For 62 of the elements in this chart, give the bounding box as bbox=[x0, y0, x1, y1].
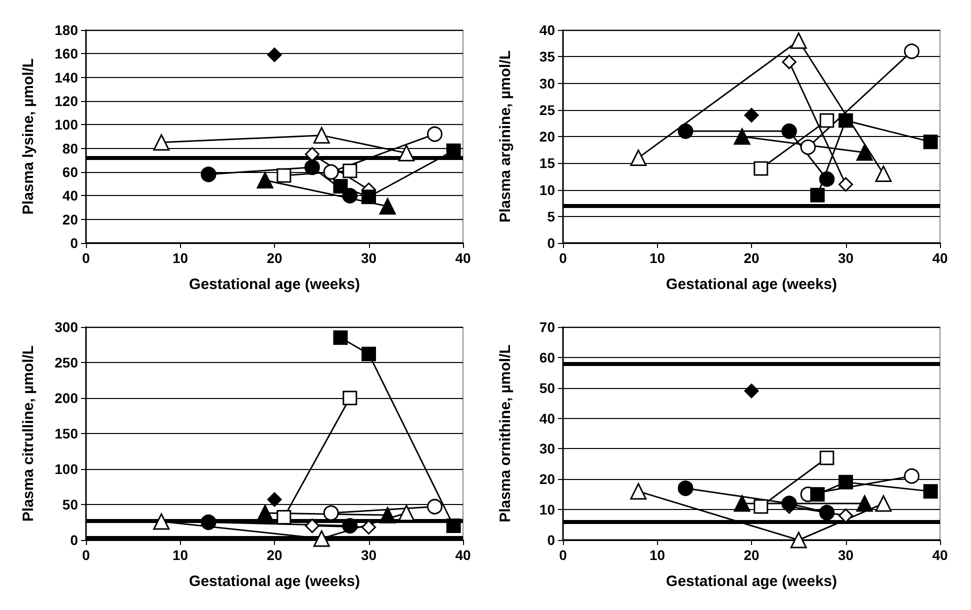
y-tick-label: 70 bbox=[539, 319, 556, 335]
y-tick-label: 200 bbox=[54, 390, 78, 406]
y-tick-label: 60 bbox=[539, 349, 556, 366]
y-tick-label: 0 bbox=[547, 235, 556, 251]
x-tick-label: 30 bbox=[360, 250, 377, 266]
y-tick-label: 30 bbox=[539, 75, 556, 92]
y-axis-title: Plasma arginine, µmol/L bbox=[497, 50, 514, 223]
y-tick-label: 35 bbox=[539, 48, 556, 65]
x-tick-label: 10 bbox=[649, 547, 666, 563]
x-tick-label: 10 bbox=[649, 250, 666, 266]
y-tick-label: 100 bbox=[54, 116, 78, 133]
y-tick-label: 15 bbox=[539, 155, 556, 172]
y-tick-label: 40 bbox=[539, 410, 556, 426]
y-tick-label: 50 bbox=[62, 496, 78, 512]
x-tick-label: 30 bbox=[838, 547, 854, 563]
y-tick-label: 120 bbox=[54, 93, 78, 109]
y-tick-label: 10 bbox=[539, 502, 556, 518]
x-tick-label: 10 bbox=[172, 250, 188, 266]
x-axis-title: Gestational age (weeks) bbox=[666, 573, 837, 590]
y-axis-title: Plasma lysine, µmol/L bbox=[20, 58, 37, 215]
x-tick-label: 40 bbox=[455, 547, 471, 563]
x-tick-label: 30 bbox=[360, 547, 377, 563]
y-tick-label: 300 bbox=[54, 319, 78, 335]
x-tick-label: 0 bbox=[82, 547, 90, 563]
y-tick-label: 0 bbox=[70, 235, 78, 251]
y-tick-label: 60 bbox=[62, 164, 78, 180]
y-tick-label: 180 bbox=[54, 22, 78, 38]
y-tick-label: 20 bbox=[539, 471, 556, 488]
x-tick-label: 0 bbox=[559, 547, 568, 563]
y-tick-label: 150 bbox=[54, 426, 78, 442]
x-tick-label: 20 bbox=[266, 250, 282, 266]
x-tick-label: 10 bbox=[172, 547, 188, 563]
x-tick-label: 0 bbox=[82, 250, 90, 266]
x-tick-label: 40 bbox=[932, 547, 948, 563]
x-axis-title: Gestational age (weeks) bbox=[666, 276, 837, 293]
y-tick-label: 50 bbox=[539, 380, 556, 396]
y-tick-label: 20 bbox=[62, 211, 78, 228]
y-tick-label: 40 bbox=[539, 22, 556, 38]
y-tick-label: 20 bbox=[539, 128, 556, 144]
y-tick-label: 0 bbox=[547, 532, 556, 548]
y-tick-label: 140 bbox=[54, 69, 78, 86]
y-tick-label: 40 bbox=[62, 188, 78, 204]
x-axis-title: Gestational age (weeks) bbox=[189, 573, 360, 590]
y-tick-label: 25 bbox=[539, 102, 556, 118]
x-axis-title: Gestational age (weeks) bbox=[189, 276, 360, 293]
y-axis-title: Plasma citrulline, µmol/L bbox=[20, 345, 37, 522]
x-tick-label: 20 bbox=[266, 547, 282, 563]
y-tick-label: 80 bbox=[62, 140, 78, 156]
y-axis-title: Plasma ornithine, µmol/L bbox=[497, 344, 514, 522]
y-tick-label: 100 bbox=[54, 461, 78, 477]
x-tick-label: 40 bbox=[932, 250, 948, 266]
x-tick-label: 20 bbox=[744, 547, 760, 563]
x-tick-label: 30 bbox=[838, 250, 854, 266]
y-tick-label: 30 bbox=[539, 440, 556, 457]
y-tick-label: 5 bbox=[547, 208, 556, 224]
x-tick-label: 0 bbox=[559, 250, 568, 266]
y-tick-label: 160 bbox=[54, 46, 78, 62]
y-tick-label: 10 bbox=[539, 182, 556, 198]
x-tick-label: 20 bbox=[744, 250, 760, 266]
y-tick-label: 0 bbox=[70, 532, 78, 548]
x-tick-label: 40 bbox=[455, 250, 471, 266]
y-tick-label: 250 bbox=[54, 354, 78, 370]
